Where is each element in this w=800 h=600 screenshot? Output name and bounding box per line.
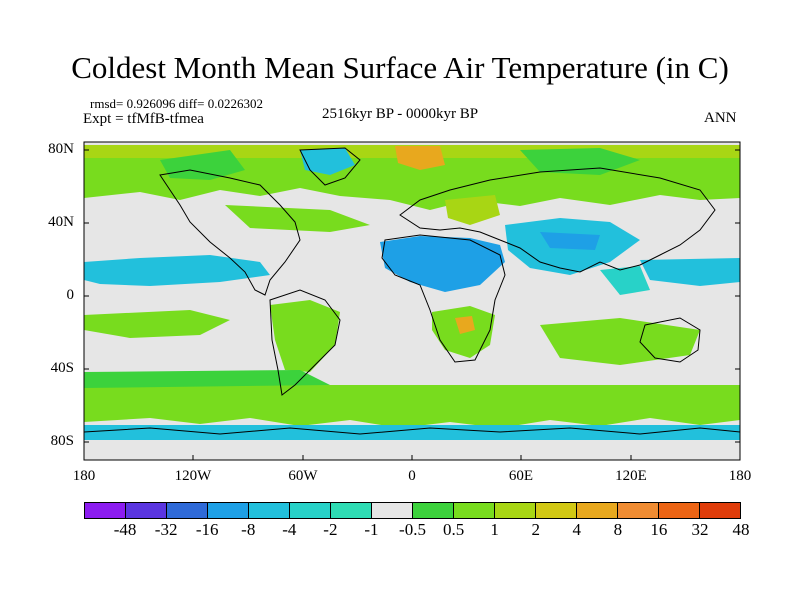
colorbar-swatch xyxy=(208,503,249,518)
time-period-label: 2516kyr BP - 0000kyr BP xyxy=(322,106,479,122)
greenland-cooling xyxy=(300,148,355,175)
lon-label-120w: 120W xyxy=(174,468,212,484)
colorbar-swatch xyxy=(659,503,700,518)
colorbar-swatch xyxy=(372,503,413,518)
west-pacific-cooling xyxy=(640,258,740,286)
lat-label-40n: 40N xyxy=(48,214,74,230)
lon-label-180-west: 180 xyxy=(72,468,96,484)
colorbar-label: -32 xyxy=(154,520,178,539)
north-atlantic-west-field xyxy=(225,205,370,232)
colorbar-label: 8 xyxy=(613,520,623,539)
colorbar-swatch xyxy=(577,503,618,518)
colorbar-label: 1 xyxy=(490,520,499,539)
colorbar-swatch xyxy=(167,503,208,518)
colorbar-label: -8 xyxy=(241,520,256,539)
lat-label-40s: 40S xyxy=(50,360,74,376)
colorbar-swatch xyxy=(413,503,454,518)
indian-ocean-field xyxy=(540,318,700,365)
south-america-coast xyxy=(269,289,341,396)
colorbar-label: -4 xyxy=(282,520,297,539)
colorbar-label: 2 xyxy=(531,520,540,539)
colorbar-label: -48 xyxy=(113,520,137,539)
lon-ticks xyxy=(192,455,632,460)
lat-label-0: 0 xyxy=(66,287,75,303)
anomaly-fields xyxy=(84,145,740,460)
lon-label-120e: 120E xyxy=(615,468,647,484)
season-label: ANN xyxy=(704,110,737,126)
colorbar-label: -16 xyxy=(195,520,219,539)
southern-africa-hotspot xyxy=(455,316,475,334)
experiment-label: Expt = tfMfB-tfmea xyxy=(83,111,204,127)
lon-label-60w: 60W xyxy=(288,468,318,484)
colorbar-swatch xyxy=(495,503,536,518)
pacific-cooling-band xyxy=(84,255,270,286)
colorbar-swatch xyxy=(700,503,740,518)
australia-coast xyxy=(639,317,701,363)
colorbar-swatch xyxy=(618,503,659,518)
europe-asia-coast xyxy=(399,167,716,273)
southern-ocean-inner xyxy=(84,370,330,388)
siberia-field xyxy=(520,148,640,175)
colorbar-swatch xyxy=(126,503,167,518)
colorbar-label: -1 xyxy=(364,520,379,539)
africa-coast xyxy=(381,234,506,363)
greenland-coast xyxy=(299,147,361,186)
colorbar-label: 0.5 xyxy=(442,520,465,539)
rmsd-diff-stats: rmsd= 0.926096 diff= 0.0226302 xyxy=(90,96,263,111)
lon-label-180-east: 180 xyxy=(728,468,752,484)
colorbar-swatch xyxy=(536,503,577,518)
colorbar-label: 48 xyxy=(732,520,750,539)
lat-label-80n: 80N xyxy=(48,141,74,157)
southern-ocean-band xyxy=(84,385,740,428)
lat-label-80s: 80S xyxy=(50,433,74,449)
north-africa-cooling xyxy=(380,236,505,292)
plot-title: Coldest Month Mean Surface Air Temperatu… xyxy=(71,50,729,85)
coastlines xyxy=(83,147,741,435)
colorbar-swatch xyxy=(290,503,331,518)
colorbar-swatch xyxy=(249,503,290,518)
colorbar-label: 16 xyxy=(650,520,668,539)
lon-label-0: 0 xyxy=(408,468,416,484)
antarctica-neutral xyxy=(84,440,740,460)
colorbar-label: 32 xyxy=(691,520,709,539)
colorbar xyxy=(84,502,741,519)
south-asia-cooling xyxy=(600,266,650,295)
colorbar-swatch xyxy=(331,503,372,518)
antarctic-margin-cooling xyxy=(84,425,740,440)
mediterranean-field xyxy=(445,195,500,225)
colorbar-label: 4 xyxy=(572,520,582,539)
south-america-field xyxy=(270,300,340,372)
south-pacific-field xyxy=(84,310,230,338)
antarctica-coast xyxy=(83,427,741,435)
tibet-cooling xyxy=(540,232,600,250)
colorbar-label: -2 xyxy=(323,520,338,539)
colorbar-swatch xyxy=(454,503,495,518)
colorbar-swatch xyxy=(85,503,126,518)
colorbar-label: -0.5 xyxy=(399,520,426,539)
canada-field xyxy=(160,150,245,180)
lon-label-60e: 60E xyxy=(508,468,534,484)
lat-ticks xyxy=(84,149,740,443)
north-america-coast xyxy=(159,169,301,296)
greenland-sea-hotspot xyxy=(395,146,445,170)
